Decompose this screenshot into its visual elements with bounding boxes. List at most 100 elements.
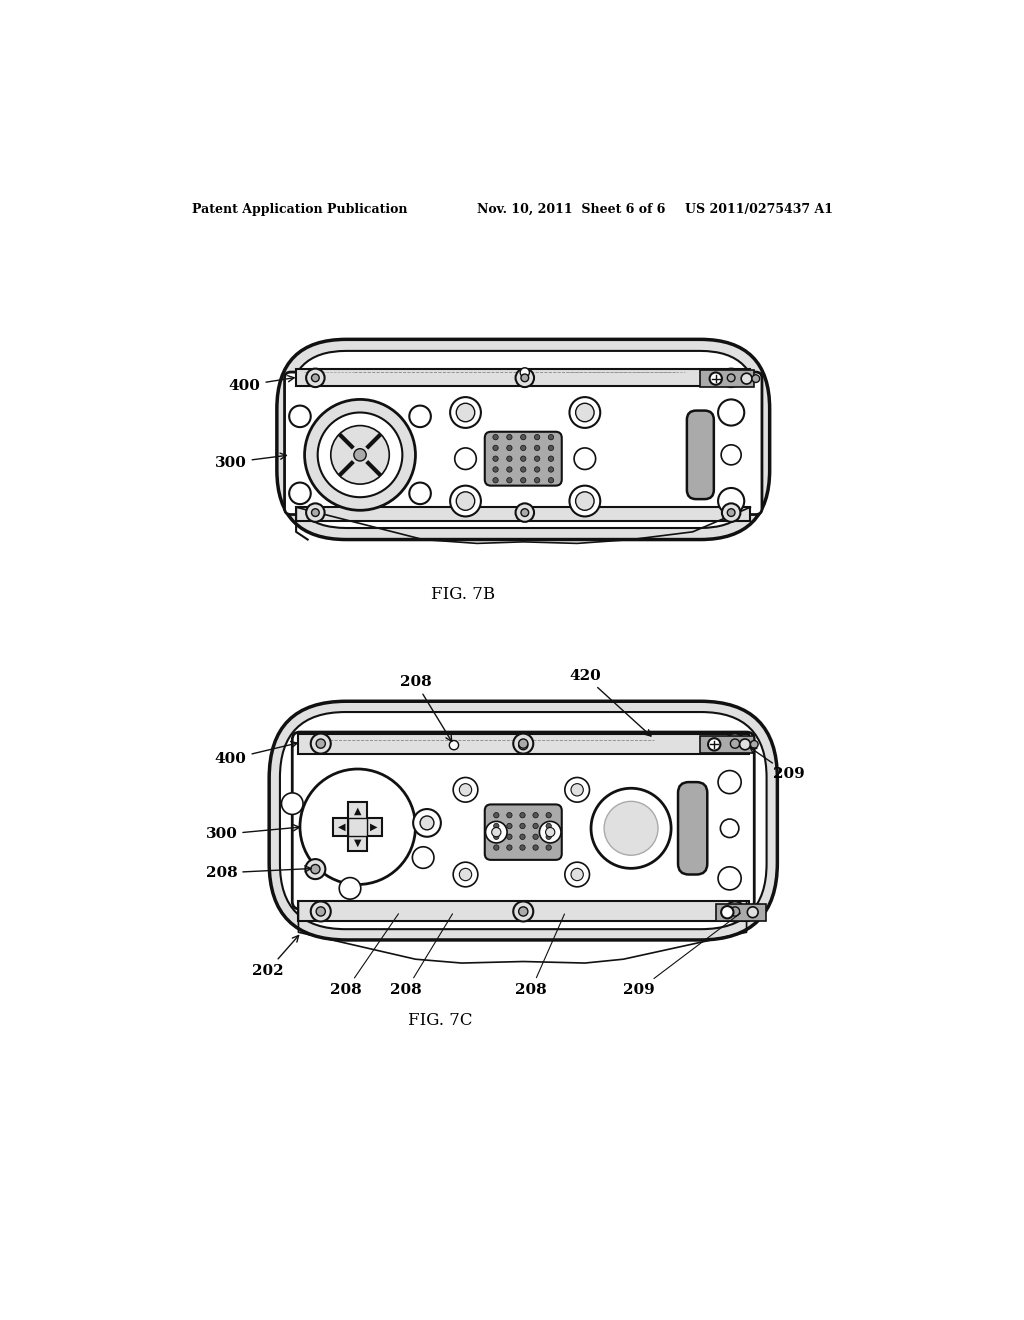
- Circle shape: [718, 771, 741, 793]
- Circle shape: [730, 739, 739, 748]
- Circle shape: [739, 739, 751, 750]
- Text: 209: 209: [623, 913, 740, 997]
- Circle shape: [520, 813, 525, 818]
- Circle shape: [521, 374, 528, 381]
- Circle shape: [718, 488, 744, 515]
- Circle shape: [708, 738, 720, 751]
- Text: ▲: ▲: [354, 805, 361, 816]
- Circle shape: [410, 483, 431, 504]
- Circle shape: [493, 455, 499, 462]
- Circle shape: [507, 845, 512, 850]
- Circle shape: [311, 374, 319, 381]
- Circle shape: [575, 492, 594, 511]
- Circle shape: [532, 813, 539, 818]
- Circle shape: [727, 374, 735, 381]
- Bar: [716, 904, 766, 921]
- FancyBboxPatch shape: [484, 804, 562, 859]
- Circle shape: [546, 834, 551, 840]
- Circle shape: [520, 455, 526, 462]
- Circle shape: [535, 467, 540, 473]
- Text: 208: 208: [331, 913, 398, 997]
- Text: Nov. 10, 2011  Sheet 6 of 6: Nov. 10, 2011 Sheet 6 of 6: [477, 203, 666, 216]
- Text: 300: 300: [215, 453, 287, 470]
- Circle shape: [718, 867, 741, 890]
- Bar: [333, 817, 382, 836]
- Circle shape: [507, 824, 512, 829]
- Circle shape: [535, 478, 540, 483]
- Bar: [298, 902, 749, 921]
- FancyBboxPatch shape: [484, 432, 562, 486]
- Circle shape: [548, 478, 554, 483]
- Circle shape: [532, 834, 539, 840]
- Circle shape: [535, 434, 540, 440]
- Circle shape: [507, 467, 512, 473]
- Circle shape: [565, 862, 590, 887]
- Circle shape: [575, 404, 594, 422]
- Text: FIG. 7C: FIG. 7C: [408, 1011, 472, 1028]
- Circle shape: [493, 445, 499, 450]
- Circle shape: [515, 503, 535, 521]
- Circle shape: [460, 784, 472, 796]
- FancyBboxPatch shape: [678, 781, 708, 874]
- Circle shape: [520, 434, 526, 440]
- Circle shape: [460, 869, 472, 880]
- Circle shape: [507, 445, 512, 450]
- Circle shape: [493, 467, 499, 473]
- Circle shape: [306, 368, 325, 387]
- Circle shape: [604, 801, 658, 855]
- Circle shape: [305, 859, 326, 879]
- Bar: [296, 368, 751, 385]
- Circle shape: [289, 405, 310, 428]
- Circle shape: [515, 368, 535, 387]
- Circle shape: [722, 503, 740, 521]
- FancyBboxPatch shape: [687, 411, 714, 499]
- Circle shape: [457, 492, 475, 511]
- Circle shape: [720, 818, 739, 837]
- Circle shape: [457, 404, 475, 422]
- Circle shape: [507, 478, 512, 483]
- Circle shape: [310, 734, 331, 754]
- Circle shape: [710, 372, 722, 385]
- Circle shape: [520, 824, 525, 829]
- Circle shape: [535, 455, 540, 462]
- Circle shape: [316, 907, 326, 916]
- Bar: [700, 737, 755, 752]
- Circle shape: [494, 845, 499, 850]
- Bar: [700, 370, 755, 387]
- Circle shape: [741, 374, 752, 384]
- Circle shape: [420, 816, 434, 830]
- Circle shape: [748, 907, 758, 917]
- Circle shape: [513, 734, 534, 754]
- Circle shape: [354, 449, 367, 461]
- FancyBboxPatch shape: [289, 351, 758, 528]
- Circle shape: [520, 834, 525, 840]
- Circle shape: [450, 741, 459, 750]
- Circle shape: [730, 907, 739, 916]
- Circle shape: [520, 845, 525, 850]
- Circle shape: [451, 486, 481, 516]
- Circle shape: [507, 455, 512, 462]
- Circle shape: [410, 405, 431, 428]
- Circle shape: [569, 486, 600, 516]
- Circle shape: [546, 824, 551, 829]
- FancyBboxPatch shape: [285, 372, 762, 515]
- Circle shape: [722, 368, 740, 387]
- Text: 208: 208: [390, 913, 453, 997]
- Text: ◀: ◀: [338, 822, 345, 832]
- Circle shape: [310, 865, 319, 874]
- Circle shape: [494, 824, 499, 829]
- Text: 208: 208: [399, 675, 452, 742]
- Text: 300: 300: [206, 825, 299, 841]
- Circle shape: [571, 784, 584, 796]
- Circle shape: [725, 734, 745, 754]
- Circle shape: [721, 906, 733, 919]
- Circle shape: [521, 508, 528, 516]
- Circle shape: [494, 834, 499, 840]
- Text: 420: 420: [569, 669, 651, 737]
- Circle shape: [532, 824, 539, 829]
- Text: ▶: ▶: [370, 822, 378, 832]
- Circle shape: [520, 368, 529, 378]
- Circle shape: [300, 770, 416, 884]
- Circle shape: [317, 412, 402, 498]
- Circle shape: [546, 828, 555, 837]
